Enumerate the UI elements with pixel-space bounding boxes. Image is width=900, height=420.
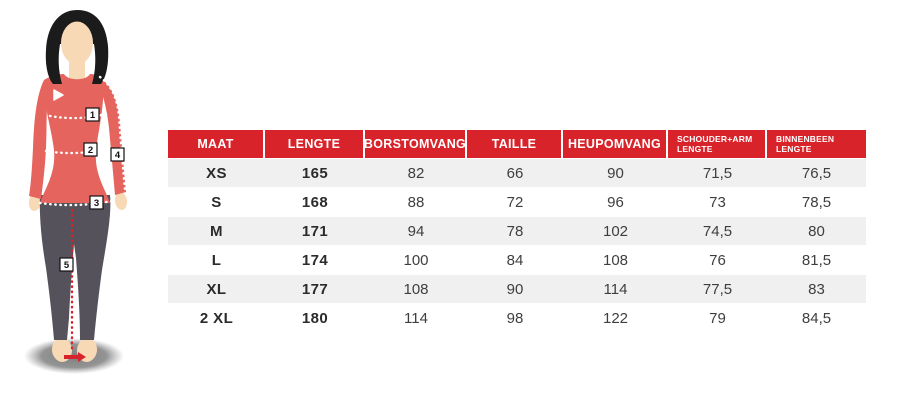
cell-binnenbeen-lengte: 83 <box>808 280 825 298</box>
column-header-borstomvang: BORSTOMVANG <box>363 130 467 158</box>
size-table: MAAT LENGTE BORSTOMVANG TAILLE HEUPOMVANG SCH… <box>168 130 866 333</box>
table-row-l: L 174 100 84 108 76 81,5 <box>168 246 866 274</box>
cell-borstomvang: 88 <box>407 193 425 211</box>
cell-borstomvang: 82 <box>407 164 425 182</box>
cell-maat: XS <box>206 164 227 182</box>
cell-schouder-arm-lengte: 73 <box>709 193 726 211</box>
cell-schouder-arm-lengte: 74,5 <box>702 222 733 240</box>
cell-binnenbeen-lengte: 76,5 <box>801 164 832 182</box>
cell-maat: XL <box>206 280 227 298</box>
column-header-binnenbeen-lengte: BINNENBEEN LENGTE <box>767 130 866 158</box>
cell-heupomvang: 102 <box>602 222 629 240</box>
cell-schouder-arm-lengte: 76 <box>709 251 726 269</box>
marker-1: 1 <box>85 107 100 122</box>
cell-taille: 72 <box>506 193 524 211</box>
cell-lengte: 177 <box>301 280 329 298</box>
cell-maat: L <box>211 251 222 269</box>
cell-lengte: 171 <box>301 222 329 240</box>
cell-lengte: 168 <box>301 193 329 211</box>
table-row-xs: XS 165 82 66 90 71,5 76,5 <box>168 159 866 187</box>
cell-taille: 98 <box>506 309 524 327</box>
column-header-label: SCHOUDER+ARM <box>677 133 753 144</box>
marker-3: 3 <box>89 195 104 210</box>
leggings <box>39 195 111 340</box>
column-header-label: BINNENBEEN <box>776 133 835 144</box>
column-header-schouder-arm-lengte: SCHOUDER+ARM LENGTE <box>668 130 767 158</box>
cell-borstomvang: 94 <box>407 222 425 240</box>
marker-4-label: 4 <box>115 150 121 161</box>
cell-binnenbeen-lengte: 80 <box>808 222 825 240</box>
column-header-maat: MAAT <box>168 130 265 158</box>
marker-2: 2 <box>83 142 98 157</box>
cell-heupomvang: 114 <box>603 280 628 298</box>
right-hand <box>114 192 128 210</box>
cell-heupomvang: 90 <box>607 164 624 182</box>
table-row-xl: XL 177 108 90 114 77,5 83 <box>168 275 866 303</box>
column-header-heupomvang: HEUPOMVANG <box>563 130 668 158</box>
right-sleeve <box>98 80 126 195</box>
cell-lengte: 165 <box>301 164 329 182</box>
marker-4: 4 <box>110 147 125 162</box>
chest-measure-line <box>48 112 108 120</box>
marker-1-label: 1 <box>90 110 96 121</box>
table-header-row: MAAT LENGTE BORSTOMVANG TAILLE HEUPOMVANG SCH… <box>168 130 866 158</box>
waist-measure-line <box>44 147 108 155</box>
column-header-lengte: LENGTE <box>265 130 365 158</box>
column-header-label: BORSTOMVANG <box>363 137 467 151</box>
face <box>61 21 93 65</box>
cell-schouder-arm-lengte: 71,5 <box>702 164 733 182</box>
cell-heupomvang: 96 <box>607 193 624 211</box>
cell-lengte: 180 <box>301 309 329 327</box>
size-table-body: XS 165 82 66 90 71,5 76,5 S 168 88 72 96 73 78,5 M 171 9… <box>168 159 866 332</box>
column-header-label: TAILLE <box>491 137 537 151</box>
cell-schouder-arm-lengte: 79 <box>709 309 726 327</box>
cell-taille: 66 <box>506 164 524 182</box>
marker-2-label: 2 <box>88 145 93 156</box>
column-header-label: LENGTE <box>287 137 341 151</box>
hip-measure-line <box>38 199 114 207</box>
cell-taille: 90 <box>506 280 524 298</box>
column-header-label-line2: LENGTE <box>677 144 713 154</box>
cell-maat: M <box>210 222 223 240</box>
cell-maat: 2 XL <box>199 309 234 327</box>
inseam-arrow-icon <box>64 352 86 362</box>
left-sleeve <box>29 80 50 199</box>
cell-maat: S <box>211 193 222 211</box>
cell-binnenbeen-lengte: 84,5 <box>801 309 832 327</box>
cell-schouder-arm-lengte: 77,5 <box>702 280 733 298</box>
cell-lengte: 174 <box>301 251 329 269</box>
column-header-label: MAAT <box>197 137 234 151</box>
cell-binnenbeen-lengte: 81,5 <box>801 251 832 269</box>
cell-taille: 84 <box>506 251 524 269</box>
cell-borstomvang: 114 <box>404 309 428 327</box>
cell-borstomvang: 108 <box>403 280 429 298</box>
cell-heupomvang: 108 <box>602 251 629 269</box>
marker-5-label: 5 <box>64 260 70 271</box>
column-header-label-line2: LENGTE <box>776 144 812 154</box>
woman-figure: 1 2 3 4 5 <box>24 10 128 374</box>
column-header-taille: TAILLE <box>467 130 563 158</box>
table-row-m: M 171 94 78 102 74,5 80 <box>168 217 866 245</box>
hair <box>45 10 109 84</box>
cell-taille: 78 <box>506 222 524 240</box>
marker-5: 5 <box>59 257 74 272</box>
cell-heupomvang: 122 <box>602 309 629 327</box>
brand-logo-icon <box>53 89 64 101</box>
cell-binnenbeen-lengte: 78,5 <box>801 193 832 211</box>
column-header-label: HEUPOMVANG <box>567 137 662 151</box>
shirt-torso <box>40 74 110 203</box>
table-row-2xl: 2 XL 180 114 98 122 79 84,5 <box>168 304 866 332</box>
marker-3-label: 3 <box>94 198 99 209</box>
table-row-s: S 168 88 72 96 73 78,5 <box>168 188 866 216</box>
cell-borstomvang: 100 <box>403 251 429 269</box>
